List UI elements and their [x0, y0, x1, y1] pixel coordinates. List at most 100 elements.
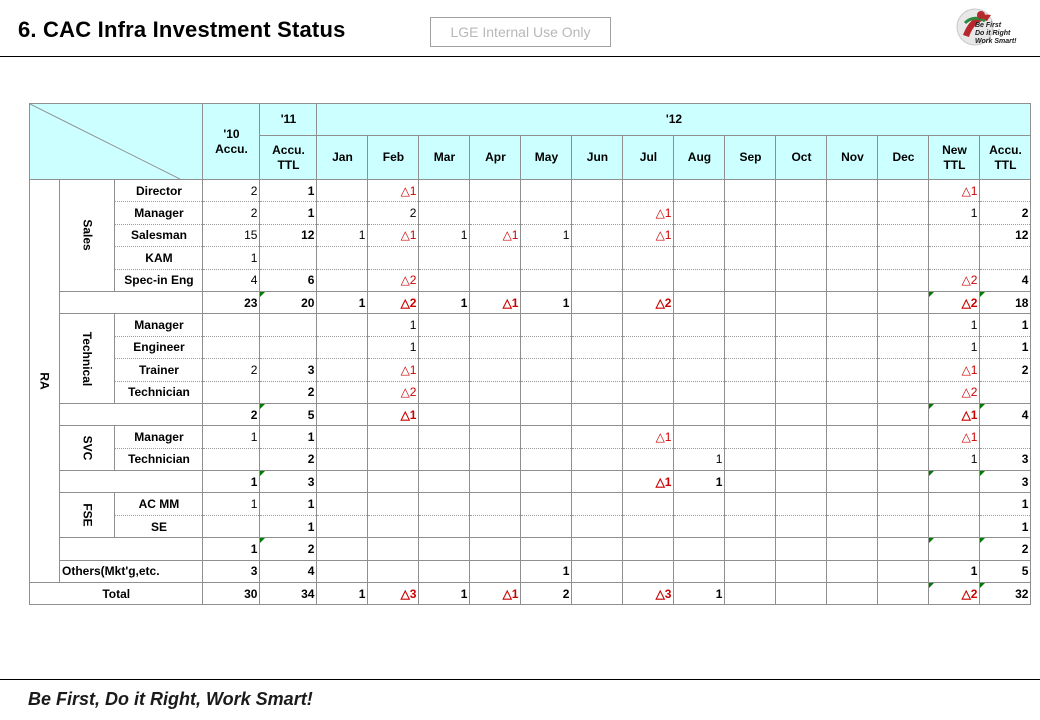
company-logo: Be First Do it Right Work Smart!	[951, 5, 1033, 53]
total-row: Total 30 34 1 △3 1 △1 2 △3 1 △2 32	[28, 582, 1032, 606]
role-label: Spec-in Eng	[114, 268, 204, 292]
table-row: RA Sales Director 2 1 △1 △1	[29, 178, 1032, 584]
table-cell: 1	[202, 537, 261, 561]
table-cell	[775, 268, 828, 292]
table-cell	[316, 425, 369, 449]
header-new-ttl: New TTL	[928, 135, 981, 180]
table-cell: 1	[316, 290, 369, 315]
role-label: Manager	[114, 201, 204, 225]
table-cell	[928, 537, 981, 561]
header-y11: '11	[259, 102, 318, 137]
table-cell	[826, 380, 879, 404]
table-cell	[877, 178, 930, 203]
table-cell: △2	[928, 582, 981, 606]
table-cell	[520, 178, 573, 203]
table-cell: 2	[979, 537, 1032, 561]
table-cell	[775, 223, 828, 248]
table-cell	[418, 537, 471, 561]
table-row: Trainer 2 3 △1 △1 2	[30, 358, 1032, 382]
header-y11-accu: Accu. TTL	[259, 135, 318, 180]
table-cell	[775, 492, 828, 516]
table-cell: 5	[979, 559, 1032, 584]
table-cell: 1	[928, 313, 981, 337]
subtotal-row: 2 5 △1 △1 4	[30, 402, 1032, 427]
table-cell: 12	[979, 223, 1032, 248]
table-cell: 1	[928, 335, 981, 360]
table-row: Engineer 1 1 1	[30, 335, 1032, 360]
table-cell	[928, 470, 981, 494]
subtotal-label	[58, 470, 204, 494]
table-cell	[316, 335, 369, 360]
table-cell: 20	[259, 290, 318, 315]
footer-divider	[0, 679, 1040, 680]
table-cell: 1	[520, 559, 573, 584]
table-row: Manager 2 1 2 △1 1 2	[30, 201, 1032, 225]
table-cell	[622, 268, 675, 292]
header-y10-label: '10 Accu.	[215, 126, 248, 156]
table-cell	[877, 492, 930, 516]
table-cell	[622, 514, 675, 539]
table-cell: 1	[979, 514, 1032, 539]
table-cell: 6	[259, 268, 318, 292]
role-label: KAM	[114, 246, 204, 270]
table-cell	[367, 492, 420, 516]
table-cell: 1	[979, 313, 1032, 337]
section-ra: RA	[29, 178, 60, 584]
table-row: Salesman 15 12 1 △1 1 △1 1 △1 12	[30, 223, 1032, 248]
table-cell: △1	[928, 425, 981, 449]
table-cell	[826, 559, 879, 584]
table-cell	[673, 290, 726, 315]
table-row: Technician 2 1 1 3	[30, 447, 1032, 472]
table-cell	[520, 447, 573, 472]
table-cell	[877, 290, 930, 315]
table-cell	[673, 201, 726, 225]
table-cell: △1	[622, 223, 675, 248]
table-cell	[775, 290, 828, 315]
table-cell	[826, 402, 879, 427]
table-cell	[877, 582, 930, 606]
table-cell	[571, 559, 624, 584]
table-cell	[622, 246, 675, 270]
table-cell	[202, 313, 261, 337]
table-cell	[418, 514, 471, 539]
table-cell: △2	[367, 290, 420, 315]
table-cell	[724, 201, 777, 225]
table-cell	[469, 514, 522, 539]
header-month: Jun	[571, 135, 624, 180]
table-cell: 1	[418, 582, 471, 606]
table-cell	[673, 380, 726, 404]
table-cell	[571, 290, 624, 315]
header-month: Jan	[316, 135, 369, 180]
table-cell	[520, 537, 573, 561]
table-cell	[202, 335, 261, 360]
table-cell	[316, 559, 369, 584]
table-cell	[418, 201, 471, 225]
table-cell: 1	[673, 470, 726, 494]
table-cell	[571, 402, 624, 427]
table-cell: 1	[202, 425, 261, 449]
table-cell	[775, 201, 828, 225]
header-y10: '10 Accu.	[202, 103, 261, 180]
table-cell	[469, 447, 522, 472]
table-cell	[673, 246, 726, 270]
table-cell	[316, 313, 369, 337]
table-cell	[877, 223, 930, 248]
table-cell	[316, 514, 369, 539]
table-cell	[316, 358, 369, 382]
table-cell: △2	[367, 380, 420, 404]
table-cell: 1	[979, 492, 1032, 516]
table-cell	[367, 470, 420, 494]
table-cell	[316, 492, 369, 516]
table-cell	[826, 290, 879, 315]
table-cell	[316, 268, 369, 292]
subtotal-label	[58, 290, 204, 315]
table-cell: △2	[622, 290, 675, 315]
table-cell	[877, 537, 930, 561]
table-cell	[571, 223, 624, 248]
table-cell	[928, 514, 981, 539]
table-cell	[724, 313, 777, 337]
table-cell: 2	[259, 537, 318, 561]
table-cell	[367, 559, 420, 584]
table-cell: 23	[202, 290, 261, 315]
table-cell	[877, 447, 930, 472]
